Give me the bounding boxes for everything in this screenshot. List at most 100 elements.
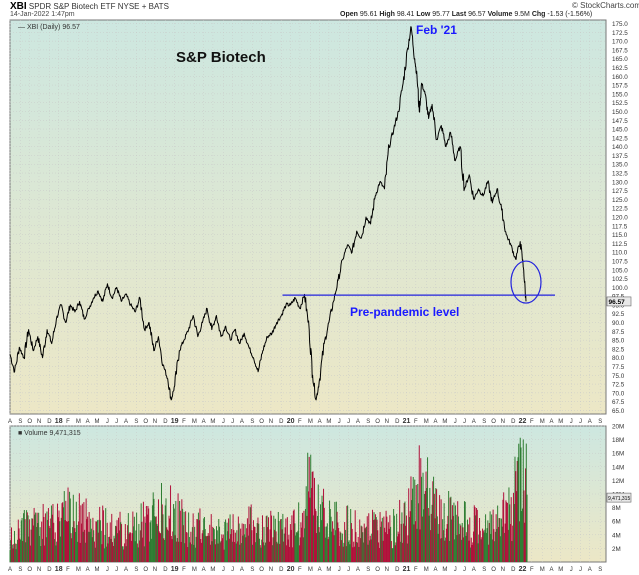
last-volume-text: 9,471,315 — [608, 496, 630, 502]
price-y-tick: 170.0 — [612, 39, 628, 46]
volume-x-tick: O — [143, 567, 148, 573]
price-y-tick: 70.0 — [612, 390, 625, 397]
volume-x-tick: 21 — [403, 566, 411, 573]
exchange-label: NYSE + BATS — [117, 2, 169, 11]
volume-x-tick: O — [27, 567, 32, 573]
volume-x-tick: J — [347, 567, 350, 573]
price-x-tick: J — [231, 419, 234, 425]
price-y-tick: 162.5 — [612, 65, 628, 72]
price-y-tick: 130.0 — [612, 179, 628, 186]
price-x-tick: S — [250, 419, 254, 425]
price-x-tick: O — [259, 419, 264, 425]
volume-y-tick: 12M — [612, 478, 624, 485]
price-y-tick: 117.5 — [612, 223, 628, 230]
chart-header: XBI SPDR S&P Biotech ETF NYSE + BATS — [10, 1, 169, 12]
price-x-tick: M — [558, 419, 563, 425]
high-label: High — [379, 11, 395, 18]
price-y-tick: 172.5 — [612, 30, 628, 37]
price-x-tick: J — [338, 419, 341, 425]
volume-x-tick: S — [482, 567, 486, 573]
volume-x-tick: F — [298, 567, 302, 573]
last-value: 96.57 — [468, 11, 486, 18]
volume-y-tick: 14M — [612, 464, 624, 471]
price-x-tick: N — [269, 419, 273, 425]
volume-x-tick: N — [269, 567, 273, 573]
volume-x-tick: M — [442, 567, 447, 573]
price-y-tick: 105.0 — [612, 267, 628, 274]
last-label: Last — [451, 11, 467, 18]
price-y-tick: 140.0 — [612, 144, 628, 151]
volume-x-tick: N — [385, 567, 389, 573]
price-y-tick: 167.5 — [612, 47, 628, 54]
volume-x-tick: M — [540, 567, 545, 573]
volume-x-tick: 22 — [519, 566, 527, 573]
volume-value: 9.5M — [514, 11, 530, 18]
volume-x-tick: O — [259, 567, 264, 573]
price-y-tick: 150.0 — [612, 109, 628, 116]
price-y-tick: 145.0 — [612, 127, 628, 134]
volume-x-tick: J — [338, 567, 341, 573]
price-y-tick: 85.0 — [612, 338, 625, 345]
volume-x-tick: A — [8, 567, 12, 573]
price-x-tick: M — [94, 419, 99, 425]
open-value: 95.61 — [359, 11, 378, 18]
volume-x-tick: J — [222, 567, 225, 573]
price-x-tick: F — [414, 419, 418, 425]
price-y-tick: 157.5 — [612, 83, 628, 90]
price-y-tick: 77.5 — [612, 364, 625, 371]
breakdown-circle — [510, 260, 542, 304]
price-y-tick: 102.5 — [612, 276, 628, 283]
volume-x-tick: M — [210, 567, 215, 573]
chg-label: Chg — [531, 11, 546, 18]
low-label: Low — [416, 11, 431, 18]
volume-x-tick: F — [182, 567, 186, 573]
peak-label: Feb '21 — [416, 23, 457, 37]
price-x-tick: J — [579, 419, 582, 425]
price-x-tick: A — [202, 419, 206, 425]
price-y-tick: 90.0 — [612, 320, 625, 327]
price-y-tick: 80.0 — [612, 355, 625, 362]
price-y-tick: 87.5 — [612, 329, 625, 336]
price-x-tick: J — [463, 419, 466, 425]
volume-x-tick: A — [124, 567, 128, 573]
price-x-tick: A — [124, 419, 128, 425]
volume-x-tick: N — [501, 567, 505, 573]
volume-x-tick: M — [326, 567, 331, 573]
volume-x-tick: D — [395, 567, 400, 573]
last-price-badge — [606, 296, 632, 307]
price-y-tick: 165.0 — [612, 56, 628, 63]
price-y-tick: 82.5 — [612, 346, 625, 353]
price-x-tick: A — [472, 419, 476, 425]
price-x-tick: D — [279, 419, 284, 425]
price-y-tick: 110.0 — [612, 250, 628, 257]
price-x-tick: M — [210, 419, 215, 425]
volume-x-tick: J — [463, 567, 466, 573]
volume-x-tick: O — [491, 567, 496, 573]
price-y-tick: 125.0 — [612, 197, 628, 204]
price-x-tick: A — [318, 419, 322, 425]
price-x-tick: F — [298, 419, 302, 425]
price-y-tick: 132.5 — [612, 171, 628, 178]
price-x-tick: N — [37, 419, 41, 425]
volume-x-tick: N — [37, 567, 41, 573]
volume-y-tick: 6M — [612, 519, 621, 526]
price-x-tick: A — [549, 419, 553, 425]
price-x-tick: J — [454, 419, 457, 425]
price-x-tick: D — [163, 419, 168, 425]
volume-x-tick: A — [86, 567, 90, 573]
volume-y-tick: 16M — [612, 451, 624, 458]
volume-x-tick: M — [424, 567, 429, 573]
quote-summary: Open 95.61 High 98.41 Low 95.77 Last 96.… — [340, 11, 592, 18]
price-x-tick: N — [501, 419, 505, 425]
price-x-tick: O — [491, 419, 496, 425]
volume-x-tick: A — [472, 567, 476, 573]
volume-x-tick: F — [414, 567, 418, 573]
price-y-tick: 152.5 — [612, 100, 628, 107]
volume-y-tick: 18M — [612, 437, 624, 444]
price-y-tick: 65.0 — [612, 408, 625, 415]
volume-x-tick: N — [153, 567, 157, 573]
price-x-tick: F — [66, 419, 70, 425]
price-line — [9, 26, 527, 401]
volume-x-tick: J — [454, 567, 457, 573]
price-x-tick: J — [222, 419, 225, 425]
